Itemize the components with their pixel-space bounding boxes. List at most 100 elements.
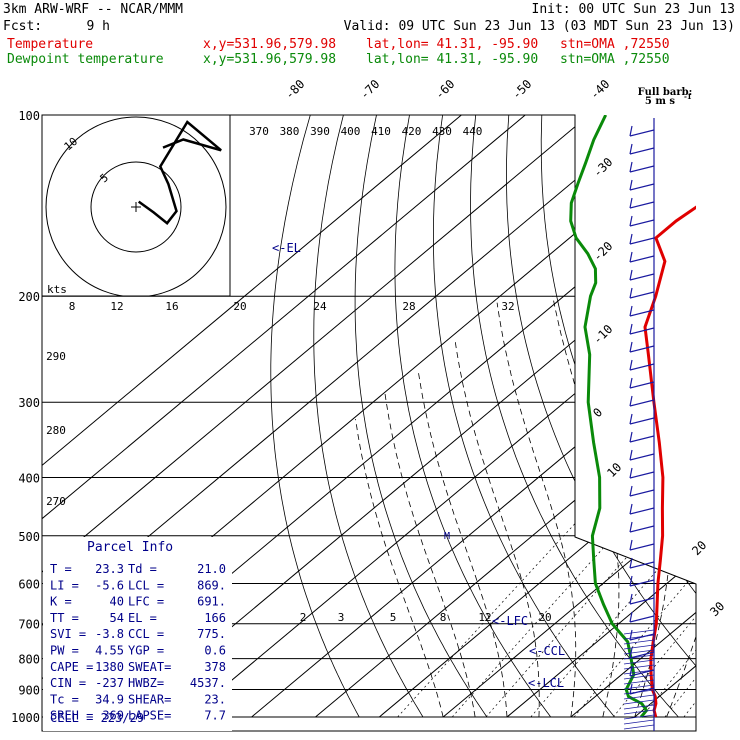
wind-barb-low [623,639,655,645]
moist-adiabat [666,296,696,718]
wind-barb [629,525,655,533]
theta-label: 410 [371,125,391,138]
wind-barb-low [623,709,655,715]
isotherm-label: -80 [282,77,307,102]
temperature-xy: x,y=531.96,579.98 [203,37,336,52]
mixing-label-top: 20 [233,300,246,313]
parcel-field: SHEAR= [128,692,171,706]
wind-barb-low [623,669,655,675]
theta-label: 430 [432,125,452,138]
wind-barb-low [623,674,655,680]
isotherm [378,115,696,718]
isotherm [442,115,696,718]
forecast-hour: 9 h [87,19,110,34]
wind-barb [629,597,655,605]
temperature-legend: Temperature [7,37,93,52]
theta-label: 440 [463,125,483,138]
dry-adiabat [394,115,552,718]
hodograph: 5 10 kts [41,114,231,297]
wind-barb [629,309,655,317]
wind-barb [629,507,655,515]
parcel-field: K = [50,595,72,609]
moist-adiabat [454,338,540,718]
isotherm-label: 20 [689,538,709,558]
isotherm-label: -70 [357,77,382,102]
parcel-field: 4.55 [95,644,124,658]
parcel-field: SVI = [50,627,86,641]
wind-barb [629,165,655,173]
wind-barb-flag [629,593,633,605]
wind-barb-low [623,664,655,670]
pressure-label-900: 900 [18,683,40,697]
parcel-field: SWEAT= [128,660,171,674]
isotherm-label: -10 [590,322,615,347]
wind-barb-flag [629,341,633,353]
parcel-field: 775. [197,627,226,641]
parcel-field: 869. [197,578,226,592]
wind-barb-flag [629,179,633,191]
temperature-station: stn=OMA ,72550 [560,37,670,52]
dry-adiabat [707,115,740,717]
mixing-ratio-line [664,237,696,718]
moist-adiabat [355,419,444,718]
pressure-label-200: 200 [18,290,40,304]
lfc-marker: <-LFC [492,614,528,628]
wind-barb [629,255,655,263]
wind-barb-low [623,644,655,650]
wind-barb-low [623,724,655,730]
mixing-label-top: 24 [313,300,327,313]
wind-barb-low [623,704,655,710]
isotherm [699,115,740,717]
dewpoint-legend: Dewpoint temperature [7,52,164,67]
wind-barb [629,651,655,659]
wind-barb-flag [629,125,633,137]
wind-barb [629,471,655,479]
wind-barb [629,453,655,461]
isotherm-label: -50 [509,77,534,102]
wind-barb [629,579,655,587]
wind-barbs [623,118,655,731]
wind-barb-flag [629,143,633,155]
parcel-field: LCL = [128,578,164,592]
parcel-field: Td = [128,562,157,576]
level-annotations: <-EL <-LFC <-CCL <-LCL M [272,241,565,690]
barb-legend-title: Full barb: [638,87,693,98]
wind-barb-flag [629,521,633,533]
mixing-ratio-line [700,238,740,717]
parcel-field: 23.3 [95,562,124,576]
wind-barb-low [623,719,655,725]
temperature-latlon: lat,lon= 41.31, -95.90 [366,37,538,52]
wind-barb [629,345,655,353]
parcel-field: T = [50,562,72,576]
theta-left-label: 270 [46,495,66,508]
dry-adiabat [432,115,615,718]
wind-barb [629,327,655,335]
parcel-field: EL = [128,611,157,625]
isotherm-label: 0 [590,405,605,420]
parcel-field: 166 [204,611,226,625]
parcel-field: -3.8 [95,627,124,641]
parcel-field: 691. [197,595,226,609]
parcel-field: YGP = [128,644,164,658]
parcel-info-title: Parcel Info [87,540,173,555]
dewpoint-xy: x,y=531.96,579.98 [203,52,336,67]
parcel-field: CCL = [128,627,164,641]
mixing-ratio-line [451,237,696,718]
wind-barb-flag [629,467,633,479]
pressure-label-100: 100 [18,109,40,123]
temperature-profile [643,205,696,718]
theta-label: 420 [402,125,422,138]
wind-barb-low [623,684,655,690]
wind-barb-low [623,699,655,705]
mixing-label-bottom: 3 [338,611,345,624]
wind-barb [629,201,655,209]
isotherm-label: 30 [707,599,727,619]
parcel-field: LI = [50,578,79,592]
wind-barb [629,183,655,191]
parcel-field: 1380 [95,660,124,674]
wind-barb [629,489,655,497]
pressure-label-400: 400 [18,471,40,485]
moist-adiabat [384,393,476,718]
